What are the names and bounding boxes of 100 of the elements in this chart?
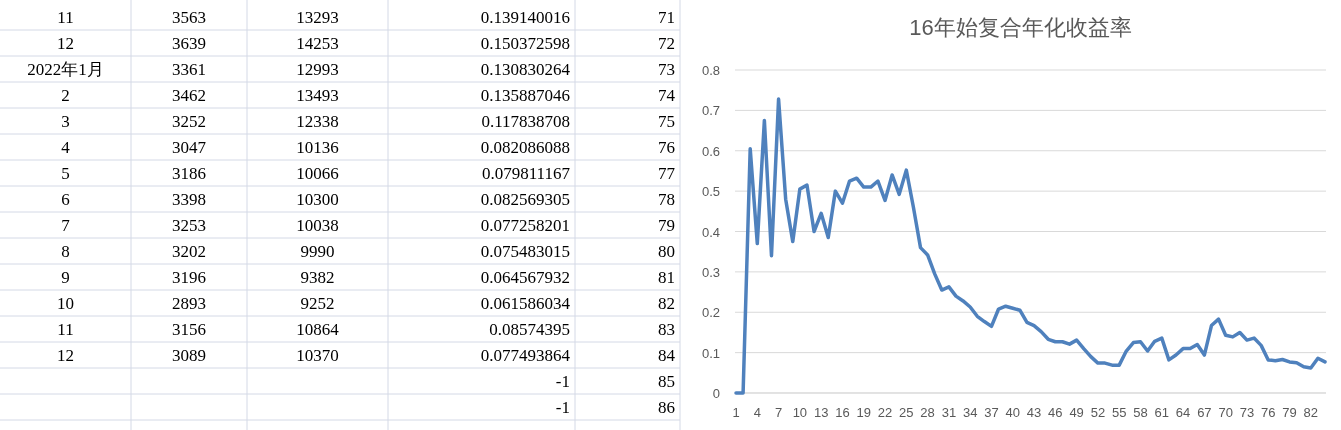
text: 8 — [61, 242, 70, 261]
text: 13493 — [296, 86, 339, 105]
text: 72 — [658, 34, 675, 53]
text: 80 — [658, 242, 675, 261]
y-tick-label: 0.8 — [701, 63, 720, 78]
text: 3 — [61, 112, 70, 131]
text: 71 — [658, 8, 675, 27]
text: 2022年1月 — [27, 60, 104, 79]
x-tick-label: 1 — [732, 405, 740, 420]
text: 83 — [658, 320, 675, 339]
text: 0.077258201 — [480, 216, 570, 235]
x-tick-label: 10 — [792, 405, 808, 420]
x-tick-label: 31 — [941, 405, 957, 420]
x-tick-label: 70 — [1218, 405, 1233, 420]
x-tick-label: 64 — [1175, 405, 1191, 420]
x-tick-label: 67 — [1197, 405, 1212, 420]
x-tick-label: 37 — [984, 405, 999, 420]
x-tick-label: 16 — [835, 405, 850, 420]
x-tick-label: 76 — [1260, 405, 1276, 420]
text: 5 — [61, 164, 70, 183]
text: 3202 — [172, 242, 206, 261]
text: 0.082569305 — [480, 190, 570, 209]
text: 10 — [57, 294, 74, 313]
text: 75 — [658, 112, 675, 131]
x-tick-label: 55 — [1111, 405, 1127, 420]
text: 73 — [658, 60, 675, 79]
text: 3462 — [172, 86, 206, 105]
text: 7 — [61, 216, 70, 235]
text: -1 — [555, 398, 570, 417]
text: 0.150372598 — [480, 34, 570, 53]
text: 3563 — [172, 8, 206, 27]
text: 77 — [658, 164, 675, 183]
x-tick-label: 40 — [1005, 405, 1020, 420]
text: 0.117838708 — [481, 112, 570, 131]
x-tick-label: 7 — [774, 405, 783, 420]
text: 79 — [658, 216, 675, 235]
text: 13293 — [296, 8, 339, 27]
x-tick-label: 25 — [899, 405, 914, 420]
text: 81 — [658, 268, 675, 287]
x-tick-label: 52 — [1090, 405, 1106, 420]
text: 0.077493864 — [480, 346, 570, 365]
text: 9382 — [300, 268, 335, 287]
y-tick-label: 0.6 — [701, 143, 720, 159]
x-tick-label: 79 — [1282, 405, 1297, 420]
text: 3253 — [172, 216, 206, 235]
text: 0.08574395 — [489, 320, 570, 339]
text: 9252 — [300, 294, 335, 313]
text: 74 — [658, 86, 675, 105]
text: 10864 — [296, 320, 339, 339]
text: 12 — [57, 34, 74, 53]
text: 10066 — [296, 164, 339, 183]
text: 0.075483015 — [480, 242, 570, 261]
text: 12 — [57, 346, 74, 365]
text: 3639 — [172, 34, 206, 53]
x-tick-label: 34 — [962, 405, 978, 420]
text: 10136 — [296, 138, 339, 157]
text: 78 — [658, 190, 675, 209]
text: 10370 — [296, 346, 339, 365]
text: 3398 — [172, 190, 206, 209]
x-tick-label: 73 — [1239, 405, 1255, 420]
text: 3252 — [172, 112, 206, 131]
text: 12338 — [296, 112, 339, 131]
text: 9990 — [300, 242, 335, 261]
text: 14253 — [296, 34, 339, 53]
text: 0.064567932 — [480, 268, 570, 287]
x-tick-label: 22 — [877, 405, 893, 420]
text: 76 — [658, 138, 675, 157]
text: 86 — [658, 398, 675, 417]
text: 3156 — [172, 320, 206, 339]
y-tick-label: 0.1 — [701, 345, 720, 361]
y-tick-label: 0.7 — [701, 103, 720, 119]
text: 10300 — [296, 190, 339, 209]
x-tick-label: 49 — [1069, 405, 1084, 420]
text: 0.139140016 — [480, 8, 570, 27]
text: 3186 — [172, 164, 206, 183]
text: 10038 — [296, 216, 339, 235]
text: 0.135887046 — [480, 86, 570, 105]
text: 11 — [57, 8, 74, 27]
text: 0.079811167 — [482, 164, 570, 183]
x-tick-label: 58 — [1133, 405, 1148, 420]
text: 2893 — [172, 294, 206, 313]
text: 0.130830264 — [480, 60, 570, 79]
x-tick-label: 19 — [856, 405, 871, 420]
x-tick-label: 13 — [813, 405, 829, 420]
text: 9 — [61, 268, 70, 287]
text: 0.082086088 — [480, 138, 570, 157]
text: 84 — [658, 346, 675, 365]
text: 3196 — [172, 268, 206, 287]
line-series — [734, 97, 1327, 395]
text: 4 — [61, 138, 70, 157]
y-tick-label: 0.5 — [701, 184, 720, 200]
text: 0.061586034 — [480, 294, 570, 313]
x-tick-label: 4 — [753, 405, 761, 420]
y-tick-label: 0.3 — [701, 264, 720, 280]
text: 12993 — [296, 60, 339, 79]
text: 6 — [61, 190, 70, 209]
y-tick-label: 0 — [712, 386, 720, 401]
y-tick-label: 0.2 — [701, 305, 720, 321]
y-tick-label: 0.4 — [701, 224, 720, 240]
x-tick-label: 46 — [1048, 405, 1063, 420]
